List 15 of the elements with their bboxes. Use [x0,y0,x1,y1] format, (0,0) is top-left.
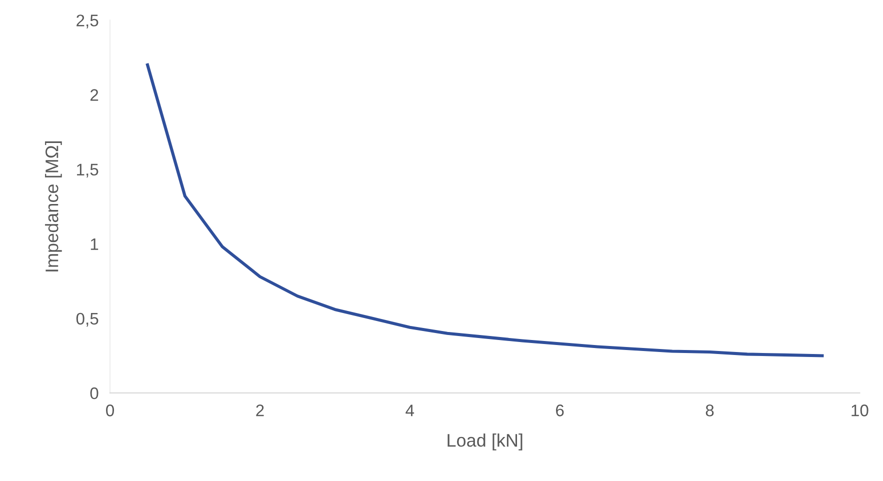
line-series [146,63,824,358]
x-tick-label: 4 [406,404,414,416]
y-tick-label: 0 [90,387,98,400]
y-tick-label: 2 [90,89,98,101]
x-tick-label: 2 [256,404,264,416]
x-tick-label: 6 [556,404,564,416]
x-tick-label: 0 [106,404,114,416]
y-tick-label: 0,5 [76,312,98,327]
y-tick-label: 2,5 [76,14,98,28]
x-axis-title: Load [kN] [448,434,522,450]
y-tick-label: 1 [90,238,98,250]
x-tick-label: 8 [706,404,714,416]
y-axis-title: Impedance [MΩ] [45,141,62,272]
x-tick-label: 10 [852,404,868,416]
y-tick-label: 1,5 [77,164,98,178]
